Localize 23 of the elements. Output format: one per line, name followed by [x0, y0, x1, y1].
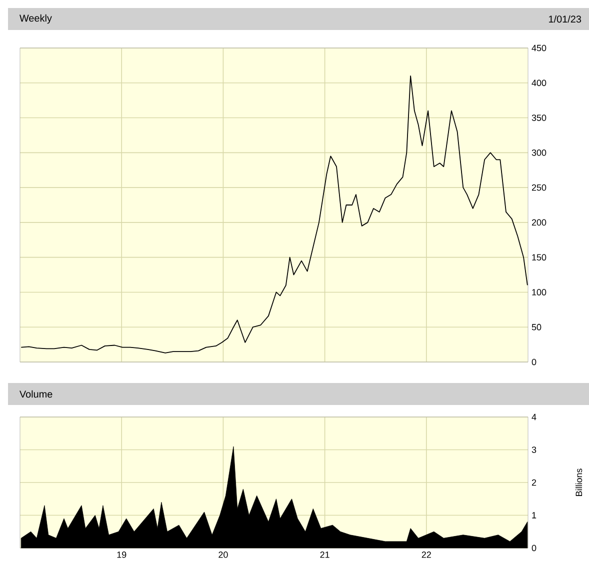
x-tick-label: 19 — [117, 552, 126, 558]
x-tick-label: 22 — [422, 552, 431, 558]
y-tick-label: 4 — [532, 414, 536, 420]
x-tick-label: 21 — [320, 552, 330, 558]
y-axis-title: Billions — [576, 468, 582, 496]
y-tick-label: 200 — [532, 219, 546, 226]
text: 1/01/23 — [549, 15, 582, 23]
y-tick-label: 3 — [532, 446, 536, 453]
y-tick-label: 250 — [532, 184, 546, 191]
x-tick-label: 20 — [218, 552, 228, 558]
y-tick-label: 350 — [532, 114, 546, 121]
y-tick-label: 50 — [532, 324, 542, 330]
y-tick-label: 1 — [532, 512, 536, 518]
y-tick-label: 2 — [532, 479, 536, 486]
y-tick-label: 0 — [532, 544, 536, 552]
y-tick-label: 150 — [532, 254, 546, 261]
y-tick-label: 300 — [532, 149, 546, 156]
y-tick-label: 0 — [532, 358, 536, 366]
chart-title: Volume — [20, 390, 52, 398]
y-tick-label: 400 — [532, 80, 546, 86]
chart-title: Weekly — [20, 14, 52, 24]
y-tick-label: 450 — [532, 44, 546, 52]
y-tick-label: 100 — [532, 289, 546, 296]
